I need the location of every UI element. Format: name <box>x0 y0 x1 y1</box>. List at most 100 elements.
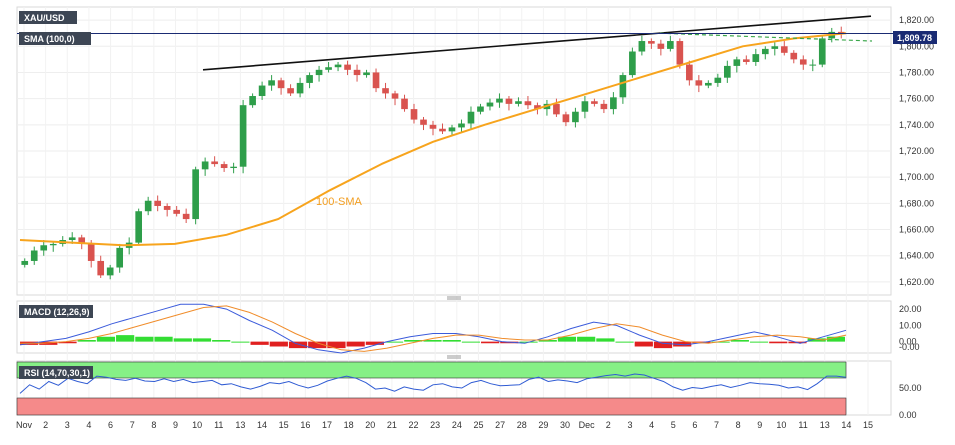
candle <box>799 55 807 70</box>
macd-pane-resize-handle[interactable] <box>447 296 461 300</box>
candle <box>723 60 731 83</box>
macd-histogram-bar <box>481 341 500 344</box>
x-tick-label: 6 <box>692 420 697 430</box>
candlesticks <box>21 26 845 280</box>
x-tick-label: Dec <box>579 420 596 430</box>
candle <box>344 60 351 76</box>
x-tick-label: 16 <box>300 420 310 430</box>
x-tick-label: 14 <box>257 420 267 430</box>
candle <box>818 35 826 68</box>
macd-histogram-bar <box>557 336 577 342</box>
macd-histogram-bar <box>730 340 749 342</box>
x-tick-label: 10 <box>192 420 202 430</box>
macd-histogram-bar <box>96 336 116 342</box>
price-badge: 1,809.78 <box>897 33 932 43</box>
candle <box>410 103 418 124</box>
y-axis-main: 1,820.00 1,800.00 1,780.00 1,760.00 1,740.00… <box>899 15 934 287</box>
candle <box>239 99 247 174</box>
macd-histogram-bar <box>58 341 77 344</box>
candle <box>610 92 617 115</box>
candle <box>676 38 684 69</box>
candle <box>667 35 674 52</box>
resistance-trendline <box>202 15 872 71</box>
candle <box>306 72 313 89</box>
dashed-support-line <box>659 32 873 42</box>
macd-histogram-bar <box>308 341 327 349</box>
x-tick-label: 4 <box>86 420 91 430</box>
candle <box>40 240 48 256</box>
candle <box>429 120 437 136</box>
candle <box>78 234 86 250</box>
x-tick-label: 11 <box>214 420 223 430</box>
candle <box>515 97 522 107</box>
candle <box>116 243 124 273</box>
macd-signal-line <box>20 305 847 352</box>
x-tick-label: 22 <box>409 420 419 430</box>
candle <box>505 96 513 111</box>
candle <box>21 258 29 268</box>
rsi-label-box <box>19 366 93 379</box>
candle <box>249 93 256 108</box>
candle <box>106 264 114 280</box>
macd-histogram-bar <box>135 336 154 342</box>
y-tick-label: 1,660.00 <box>899 225 934 235</box>
candle <box>182 208 190 223</box>
candle <box>467 106 475 131</box>
x-tick-label: 30 <box>560 420 570 430</box>
macd-label: MACD (12,26,9) <box>24 307 90 317</box>
candle <box>448 124 456 136</box>
candle <box>581 96 589 119</box>
x-tick-label: 9 <box>173 420 178 430</box>
macd-histogram-bar <box>615 341 634 343</box>
candle <box>220 161 228 172</box>
macd-histogram-bar <box>596 338 615 342</box>
y-tick-label: 1,700.00 <box>899 172 934 182</box>
x-tick-label: 21 <box>387 420 397 430</box>
rsi-tick-label: 50.00 <box>899 383 922 393</box>
y-tick-label: 1,800.00 <box>899 41 934 51</box>
candle <box>277 77 285 95</box>
candle <box>401 94 408 112</box>
y-tick-label: 1,640.00 <box>899 251 934 261</box>
macd-histogram-bar <box>116 335 135 342</box>
candle <box>657 39 665 56</box>
candle <box>761 46 769 60</box>
x-tick-label: 2 <box>606 420 611 430</box>
macd-histogram-bar <box>461 341 481 343</box>
macd-label-box <box>19 305 93 318</box>
x-tick-label: 8 <box>736 420 741 430</box>
candle <box>192 166 199 225</box>
x-tick-label: 17 <box>322 420 332 430</box>
macd-histogram-bar <box>154 336 173 342</box>
x-tick-label: Nov <box>16 420 33 430</box>
candle <box>135 208 143 246</box>
candle <box>486 98 494 111</box>
macd-histogram-bar <box>749 341 769 343</box>
candle <box>572 107 579 128</box>
x-tick-label: 2 <box>43 420 48 430</box>
macd-histogram-bar <box>538 340 557 342</box>
candle <box>287 84 294 97</box>
candle <box>201 157 209 176</box>
candle <box>439 123 446 134</box>
candle <box>752 48 760 66</box>
macd-histogram <box>20 335 845 349</box>
candle <box>163 203 171 217</box>
rsi-pane-resize-handle[interactable] <box>447 355 461 359</box>
x-tick-label: 18 <box>344 420 354 430</box>
price-badge-box <box>893 31 937 44</box>
candle <box>258 81 266 100</box>
x-tick-label: 25 <box>473 420 483 430</box>
x-tick-label: 13 <box>235 420 245 430</box>
x-tick-label: 15 <box>863 420 873 430</box>
candle <box>363 69 370 78</box>
candle <box>562 111 570 127</box>
macd-histogram-bar <box>212 340 231 342</box>
macd-histogram-bar <box>192 338 212 342</box>
x-tick-label: 8 <box>151 420 156 430</box>
x-tick-label: 3 <box>65 420 70 430</box>
rsi-line <box>19 373 847 394</box>
candle <box>742 55 750 65</box>
x-tick-label: 27 <box>495 420 505 430</box>
y-tick-label: 1,720.00 <box>899 146 934 156</box>
